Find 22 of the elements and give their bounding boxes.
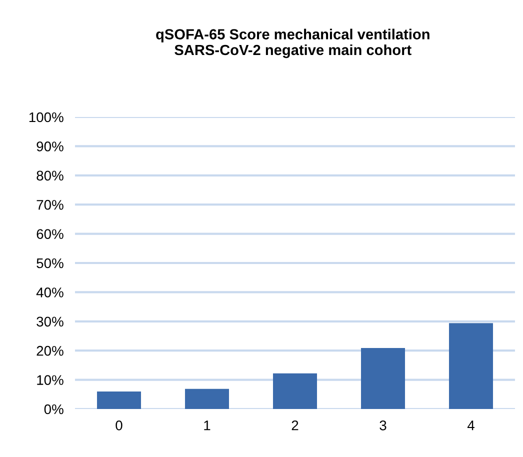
x-tick-label: 1 xyxy=(204,420,210,430)
y-tick-label: 100% xyxy=(29,112,64,122)
bar xyxy=(185,388,229,409)
y-tick-label: 40% xyxy=(36,288,64,298)
x-tick-label: 3 xyxy=(380,420,386,430)
bar xyxy=(273,373,317,409)
y-tick-label: 10% xyxy=(37,375,64,385)
x-tick-label: 2 xyxy=(292,420,298,430)
y-tick-label: 0% xyxy=(44,404,64,414)
bar xyxy=(361,348,405,409)
y-tick-label: 20% xyxy=(36,346,64,356)
bar xyxy=(449,323,493,409)
y-tick-label: 70% xyxy=(36,200,64,210)
chart-title: qSOFA-65 Score mechanical ventilation SARS-CoV-2 negative main cohort xyxy=(156,28,430,58)
y-tick-label: 30% xyxy=(36,316,64,327)
x-tick-label: 0 xyxy=(116,420,122,430)
y-tick-label: 50% xyxy=(36,258,64,268)
y-tick-label: 60% xyxy=(36,229,64,239)
bar xyxy=(97,391,141,409)
y-tick-label: 80% xyxy=(36,170,64,181)
y-tick-label: 90% xyxy=(36,142,64,152)
x-tick-label: 4 xyxy=(467,420,474,430)
